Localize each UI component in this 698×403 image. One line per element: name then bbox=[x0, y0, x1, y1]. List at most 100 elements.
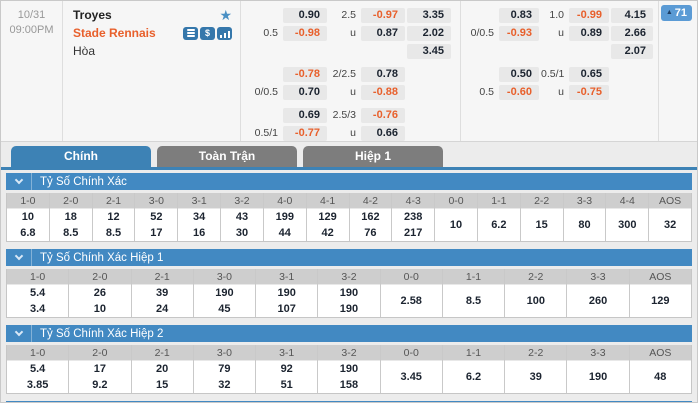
score-odds-home[interactable]: 190 bbox=[339, 287, 359, 299]
tab-chinh[interactable]: Chính bbox=[11, 146, 151, 167]
score-odds[interactable]: 129 bbox=[651, 295, 670, 307]
handicap-odds[interactable]: 0.70 bbox=[283, 84, 327, 100]
score-odds-away[interactable]: 3.4 bbox=[29, 303, 46, 315]
score-odds-home[interactable]: 190 bbox=[277, 287, 296, 299]
score-odds[interactable]: 10 bbox=[449, 219, 463, 231]
score-odds-away[interactable]: 107 bbox=[277, 303, 296, 315]
score-odds-away[interactable]: 6.8 bbox=[20, 227, 36, 239]
score-odds-away[interactable]: 3.85 bbox=[26, 379, 49, 391]
dollar-icon[interactable]: $ bbox=[200, 26, 215, 40]
score-odds-home[interactable]: 5.4 bbox=[29, 363, 46, 375]
score-odds-home[interactable]: 18 bbox=[64, 211, 77, 223]
score-odds-away[interactable]: 76 bbox=[364, 227, 377, 239]
ou-odds[interactable]: 0.66 bbox=[361, 125, 405, 141]
score-odds-away[interactable]: 44 bbox=[278, 227, 291, 239]
ou-odds[interactable]: -0.75 bbox=[569, 84, 609, 100]
score-odds-away[interactable]: 217 bbox=[404, 227, 423, 239]
score-odds-away[interactable]: 45 bbox=[218, 303, 231, 315]
ou-odds[interactable]: -0.88 bbox=[361, 84, 405, 100]
score-odds-away[interactable]: 24 bbox=[156, 303, 169, 315]
score-odds-home[interactable]: 92 bbox=[280, 363, 293, 375]
collapse-toggle[interactable] bbox=[6, 173, 32, 190]
score-odds-home[interactable]: 26 bbox=[93, 287, 107, 299]
score-odds-home[interactable]: 52 bbox=[150, 211, 163, 223]
badge-column: ▲ 71 bbox=[659, 1, 697, 141]
score-odds-home[interactable]: 12 bbox=[107, 211, 120, 223]
score-odds-away[interactable]: 17 bbox=[150, 227, 163, 239]
ou-odds[interactable]: -0.76 bbox=[361, 107, 405, 123]
score-label: 4-2 bbox=[349, 193, 392, 209]
score-odds-home[interactable]: 43 bbox=[235, 211, 249, 223]
ou-odds[interactable]: 0.89 bbox=[569, 25, 609, 41]
favorite-star-icon[interactable]: ★ bbox=[219, 7, 232, 23]
score-odds[interactable]: 3.45 bbox=[400, 371, 422, 383]
x12-odds[interactable]: 3.45 bbox=[407, 43, 451, 59]
score-odds[interactable]: 2.58 bbox=[400, 295, 422, 307]
score-odds-home[interactable]: 34 bbox=[193, 211, 206, 223]
handicap-odds[interactable]: 0.90 bbox=[283, 7, 327, 23]
handicap-odds[interactable]: 0.50 bbox=[499, 66, 539, 82]
handicap-odds[interactable]: -0.60 bbox=[499, 84, 539, 100]
tab-hiep-1[interactable]: Hiệp 1 bbox=[303, 146, 443, 167]
score-odds-away[interactable]: 32 bbox=[218, 379, 231, 391]
score-odds-away[interactable]: 8.5 bbox=[105, 227, 122, 239]
handicap-odds[interactable]: 0.83 bbox=[499, 7, 539, 23]
score-odds-home[interactable]: 39 bbox=[156, 287, 169, 299]
score-odds-home[interactable]: 129 bbox=[318, 211, 337, 223]
score-odds[interactable]: 8.5 bbox=[465, 295, 482, 307]
collapse-toggle[interactable] bbox=[6, 249, 32, 266]
collapse-toggle[interactable] bbox=[6, 325, 32, 342]
ou-odds[interactable]: -0.97 bbox=[361, 7, 405, 23]
ou-odds[interactable]: 0.78 bbox=[361, 66, 405, 82]
score-column: 3-0 52 17 bbox=[135, 193, 179, 241]
score-odds-away[interactable]: 30 bbox=[235, 227, 249, 239]
score-odds[interactable]: 48 bbox=[654, 371, 667, 383]
score-odds-home[interactable]: 238 bbox=[404, 211, 423, 223]
score-odds[interactable]: 39 bbox=[529, 371, 542, 383]
score-odds-home[interactable]: 190 bbox=[339, 363, 359, 375]
x12-odds[interactable]: 2.66 bbox=[611, 25, 653, 41]
score-odds-away[interactable]: 16 bbox=[193, 227, 206, 239]
score-odds-away[interactable]: 10 bbox=[93, 303, 107, 315]
score-odds[interactable]: 260 bbox=[588, 295, 608, 307]
score-odds-home[interactable]: 79 bbox=[218, 363, 231, 375]
handicap-odds[interactable]: -0.77 bbox=[283, 125, 327, 141]
score-odds-away[interactable]: 190 bbox=[339, 303, 359, 315]
score-odds-home[interactable]: 5.4 bbox=[29, 287, 46, 299]
score-odds-away[interactable]: 8.5 bbox=[63, 227, 79, 239]
score-odds-away[interactable]: 9.2 bbox=[92, 379, 108, 391]
score-odds[interactable]: 80 bbox=[578, 219, 591, 231]
ou-odds[interactable]: 0.87 bbox=[361, 25, 405, 41]
score-odds[interactable]: 6.2 bbox=[465, 371, 482, 383]
x12-odds[interactable]: 2.02 bbox=[407, 25, 451, 41]
market-count-badge[interactable]: ▲ 71 bbox=[660, 5, 692, 21]
score-odds[interactable]: 32 bbox=[663, 219, 677, 231]
score-odds-home[interactable]: 10 bbox=[21, 211, 35, 223]
score-odds-away[interactable]: 158 bbox=[339, 379, 359, 391]
x12-odds[interactable]: 4.15 bbox=[611, 7, 653, 23]
tab-toan-tran[interactable]: Toàn Trận bbox=[157, 146, 297, 167]
ou-odds[interactable]: -0.99 bbox=[569, 7, 609, 23]
score-odds-home[interactable]: 162 bbox=[361, 211, 380, 223]
stats-chart-icon[interactable] bbox=[217, 26, 232, 40]
handicap-odds[interactable]: -0.78 bbox=[283, 66, 327, 82]
x12-odds[interactable]: 2.07 bbox=[611, 43, 653, 59]
x12-odds[interactable]: 3.35 bbox=[407, 7, 451, 23]
handicap-odds[interactable]: 0.69 bbox=[283, 107, 327, 123]
score-odds-away[interactable]: 15 bbox=[156, 379, 169, 391]
ou-odds[interactable]: 0.65 bbox=[569, 66, 609, 82]
score-odds-home[interactable]: 199 bbox=[275, 211, 294, 223]
handicap-odds[interactable]: -0.98 bbox=[283, 25, 327, 41]
handicap-odds[interactable]: -0.93 bbox=[499, 25, 539, 41]
score-odds-away[interactable]: 51 bbox=[280, 379, 293, 391]
score-odds[interactable]: 15 bbox=[535, 219, 548, 231]
stack-icon[interactable] bbox=[183, 26, 198, 40]
score-odds[interactable]: 100 bbox=[526, 295, 545, 307]
score-odds[interactable]: 6.2 bbox=[491, 219, 507, 231]
score-odds[interactable]: 190 bbox=[588, 371, 608, 383]
score-odds-home[interactable]: 20 bbox=[156, 363, 169, 375]
score-odds-home[interactable]: 190 bbox=[215, 287, 234, 299]
score-odds[interactable]: 300 bbox=[618, 219, 637, 231]
score-odds-away[interactable]: 42 bbox=[321, 227, 334, 239]
score-odds-home[interactable]: 17 bbox=[93, 363, 107, 375]
